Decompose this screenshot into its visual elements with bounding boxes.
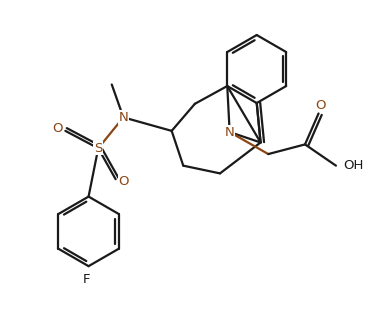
Text: N: N — [118, 111, 128, 124]
Text: O: O — [119, 175, 129, 188]
Text: OH: OH — [344, 159, 364, 172]
Text: F: F — [83, 273, 91, 286]
Text: O: O — [52, 122, 62, 135]
Text: O: O — [315, 99, 326, 112]
Text: S: S — [94, 142, 102, 155]
Text: N: N — [225, 125, 235, 139]
